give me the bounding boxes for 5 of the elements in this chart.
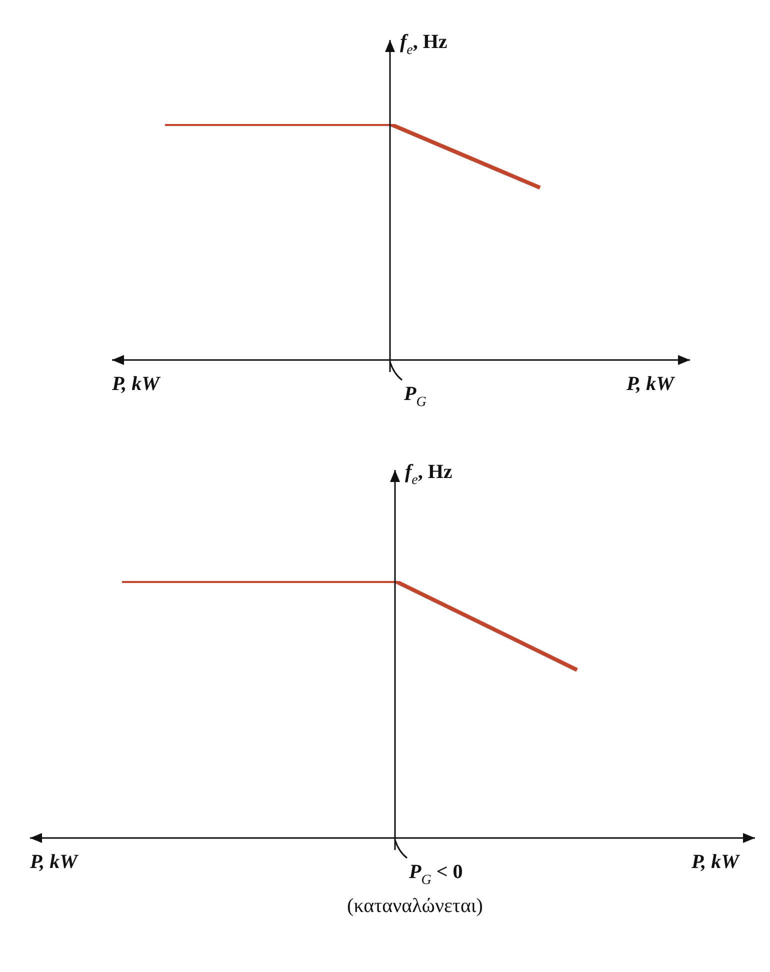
x-axis-title: P, kW xyxy=(111,373,161,395)
text: P, kW xyxy=(626,373,674,395)
x-axis-title: P, kW xyxy=(29,851,79,873)
text: P, kW xyxy=(691,851,739,873)
text: (καταναλώνεται) xyxy=(347,895,483,917)
